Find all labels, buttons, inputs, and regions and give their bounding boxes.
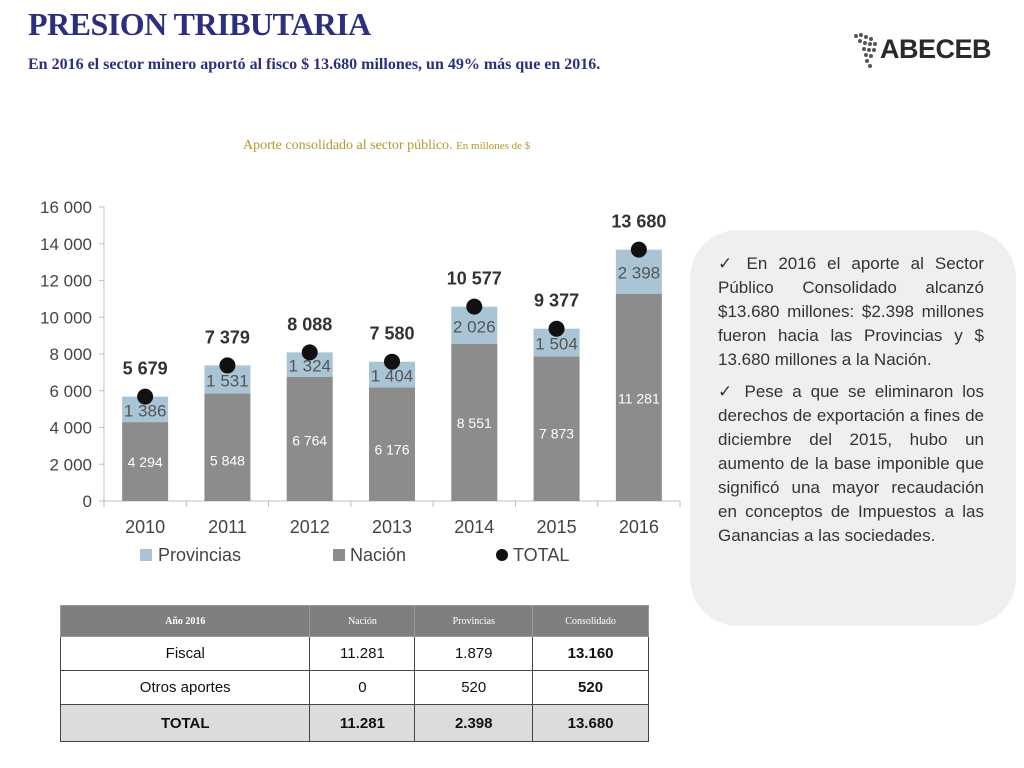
table-total-row: TOTAL 11.281 2.398 13.680 [59, 704, 649, 742]
bullet-item: ✓ En 2016 el aporte al Sector Público Con… [718, 252, 984, 372]
nacion-data-label: 5 848 [210, 453, 245, 469]
logo-text: ABECEB [880, 34, 992, 64]
checkmark-icon: ✓ [718, 382, 737, 401]
total-data-label: 7 379 [205, 327, 250, 347]
chart-title-main: Aporte consolidado al sector público. [243, 138, 453, 153]
page-title: PRESION TRIBUTARIA [28, 6, 371, 42]
legend-label-nacion: Nación [350, 545, 406, 565]
total-data-label: 9 377 [534, 291, 579, 311]
bar-nacion [286, 376, 333, 501]
y-tick-label: 14 000 [40, 235, 92, 254]
provincias-data-label: 1 404 [371, 367, 414, 386]
x-tick-label: 2013 [372, 517, 412, 537]
nacion-data-label: 8 551 [457, 415, 492, 431]
cell-nacion: 11.281 [309, 636, 416, 671]
cell-provincias: 1.879 [414, 636, 534, 671]
nacion-data-label: 6 764 [292, 433, 327, 449]
x-tick-label: 2012 [290, 517, 330, 537]
legend-label-provincias: Provincias [158, 545, 241, 565]
table-header-row: Año 2016 Nación Provincias Consolidado [59, 605, 649, 637]
header-year: Año 2016 [59, 605, 311, 637]
abeceb-logo: ABECEB [852, 30, 992, 74]
y-tick-label: 2 000 [49, 455, 92, 474]
bar-nacion [615, 293, 662, 501]
table-row: Otros aportes 0 520 520 [59, 670, 649, 705]
total-marker [137, 388, 154, 405]
page-subtitle: En 2016 el sector minero aportó al fisco… [28, 56, 601, 73]
y-tick-label: 12 000 [40, 272, 92, 291]
nacion-data-label: 11 281 [618, 391, 660, 407]
table-row: Fiscal 11.281 1.879 13.160 [59, 636, 649, 671]
bullet-item: ✓ Pese a que se eliminaron los derechos d… [718, 380, 984, 548]
total-marker [384, 353, 400, 370]
cell-consolidado: 13.680 [532, 704, 649, 742]
x-tick-label: 2015 [537, 517, 577, 537]
cell-concept: TOTAL [59, 704, 311, 742]
provincias-data-label: 1 504 [535, 335, 578, 354]
y-tick-label: 4 000 [49, 419, 92, 438]
total-data-label: 7 580 [369, 324, 414, 344]
cell-concept: Otros aportes [59, 670, 311, 705]
chart-title-note: En millones de $ [456, 140, 531, 152]
bar-nacion [369, 387, 415, 501]
total-data-label: 10 577 [447, 269, 502, 289]
y-tick-label: 6 000 [49, 382, 92, 401]
cell-provincias: 2.398 [414, 704, 534, 742]
legend-label-total: TOTAL [513, 545, 569, 565]
cell-concept: Fiscal [59, 636, 311, 671]
cell-nacion: 0 [309, 670, 416, 705]
bullet-text: En 2016 el aporte al Sector Público Cons… [718, 254, 984, 369]
x-tick-label: 2016 [619, 517, 659, 537]
cell-consolidado: 520 [532, 670, 649, 705]
y-tick-label: 16 000 [40, 198, 92, 217]
header-consolidado: Consolidado [532, 605, 649, 637]
provincias-data-label: 1 386 [124, 401, 167, 420]
x-tick-label: 2010 [125, 517, 165, 537]
y-tick-label: 10 000 [40, 308, 92, 327]
total-marker [219, 357, 236, 374]
commentary-bubble [690, 230, 1016, 626]
total-marker [630, 241, 647, 258]
nacion-data-label: 6 176 [374, 442, 409, 458]
bar-nacion [204, 393, 251, 501]
header-nacion: Nación [309, 605, 416, 637]
total-marker [301, 344, 318, 361]
bar-nacion [122, 422, 169, 501]
total-data-label: 8 088 [287, 314, 332, 334]
nacion-data-label: 4 294 [128, 454, 163, 470]
legend-swatch-nacion [333, 549, 345, 561]
total-marker [466, 298, 483, 315]
cell-consolidado: 13.160 [532, 636, 649, 671]
map-dots-icon [854, 33, 877, 68]
x-tick-label: 2014 [454, 517, 494, 537]
commentary-text: ✓ En 2016 el aporte al Sector Público Con… [718, 252, 984, 556]
cell-provincias: 520 [414, 670, 534, 705]
checkmark-icon: ✓ [718, 254, 739, 273]
cell-nacion: 11.281 [309, 704, 416, 742]
bar-nacion [533, 356, 580, 501]
total-data-label: 13 680 [611, 212, 666, 232]
provincias-data-label: 2 398 [618, 264, 661, 283]
legend-marker-total [496, 549, 508, 561]
provincias-data-label: 2 026 [453, 317, 496, 336]
provincias-data-label: 1 531 [206, 371, 249, 390]
y-tick-label: 0 [83, 492, 92, 511]
stacked-bar-chart: 0 2 000 4 000 6 000 8 000 10 000 12 000 14 000 1… [40, 198, 681, 565]
chart-title: Aporte consolidado al sector público. En… [243, 138, 530, 154]
y-tick-label: 8 000 [49, 345, 92, 364]
legend-swatch-provincias [140, 549, 152, 561]
summary-table: Año 2016 Nación Provincias Consolidado F… [59, 605, 649, 742]
total-data-label: 5 679 [123, 359, 168, 379]
nacion-data-label: 7 873 [539, 425, 574, 441]
total-marker [548, 320, 565, 337]
bar-nacion [451, 343, 498, 501]
x-tick-label: 2011 [208, 517, 247, 537]
bullet-text: Pese a que se eliminaron los derechos de… [718, 382, 985, 545]
header-provincias: Provincias [414, 605, 534, 637]
provincias-data-label: 1 324 [288, 357, 331, 376]
